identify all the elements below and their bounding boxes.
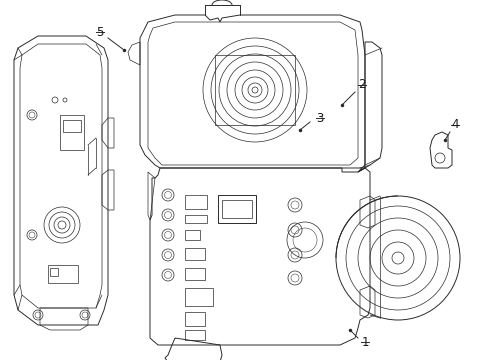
Bar: [48, 265, 78, 283]
Bar: [185, 330, 205, 340]
Bar: [185, 268, 205, 280]
Bar: [185, 230, 200, 240]
Text: 1: 1: [361, 336, 369, 348]
Bar: [215, 55, 295, 125]
Bar: [60, 115, 84, 150]
Bar: [185, 215, 207, 223]
Bar: [185, 288, 213, 306]
Bar: [63, 120, 81, 132]
Bar: [185, 248, 205, 260]
Text: 4: 4: [451, 118, 459, 131]
Bar: [218, 195, 256, 223]
Text: 5: 5: [97, 26, 104, 39]
Bar: [185, 195, 207, 209]
Text: 3: 3: [317, 112, 324, 125]
Text: 2: 2: [358, 78, 366, 91]
Bar: [222, 200, 252, 218]
Bar: [50, 268, 58, 276]
Bar: [185, 312, 205, 326]
